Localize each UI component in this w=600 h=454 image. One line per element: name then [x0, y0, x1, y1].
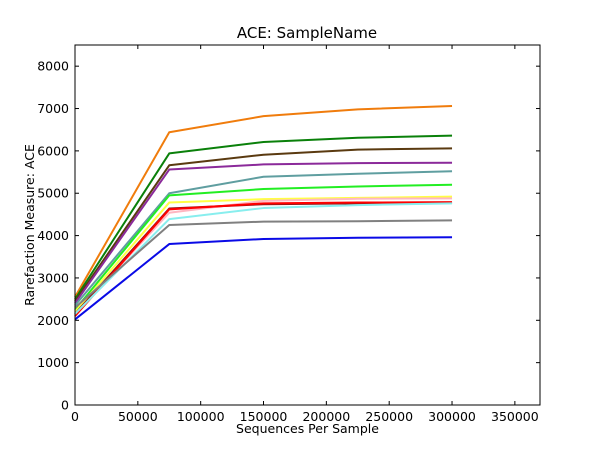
x-tick-label: 350000	[491, 409, 539, 424]
series-line-5	[74, 170, 453, 307]
y-tick-label: 2000	[37, 313, 69, 328]
y-tick-label: 0	[61, 398, 69, 413]
x-tick-label: 50000	[118, 409, 158, 424]
y-tick-label: 7000	[37, 101, 69, 116]
series-line-13	[74, 236, 453, 321]
plot-frame	[74, 44, 541, 406]
series-line-3	[74, 147, 453, 302]
x-tick-label: 200000	[302, 409, 350, 424]
x-axis-label: Sequences Per Sample	[236, 421, 379, 436]
y-tick-label: 3000	[37, 270, 69, 285]
x-tick-label: 100000	[177, 409, 225, 424]
x-tick-label: 300000	[428, 409, 476, 424]
series-line-11	[74, 202, 453, 315]
chart-title: ACE: SampleName	[237, 24, 377, 42]
y-tick-label: 6000	[37, 143, 69, 158]
series-line-2	[74, 134, 453, 300]
ticks-layer: 0 50000 100000 150000 200000 250000 300000 3500…	[37, 45, 540, 424]
series-line-8	[74, 197, 453, 315]
series-line-6	[74, 183, 453, 311]
y-tick-label: 5000	[37, 186, 69, 201]
series-line-4	[74, 161, 453, 304]
series-line-12	[74, 219, 453, 309]
y-axis-label: Rarefaction Measure: ACE	[22, 144, 37, 306]
series-layer	[74, 104, 453, 321]
series-line-7	[74, 195, 453, 313]
y-tick-label: 8000	[37, 59, 69, 74]
series-line-10	[74, 201, 453, 317]
y-tick-label: 1000	[37, 355, 69, 370]
y-tick-label: 4000	[37, 228, 69, 243]
x-tick-label: 0	[71, 409, 79, 424]
x-tick-label: 250000	[365, 409, 413, 424]
series-line-1	[74, 104, 453, 298]
x-tick-label: 150000	[240, 409, 288, 424]
